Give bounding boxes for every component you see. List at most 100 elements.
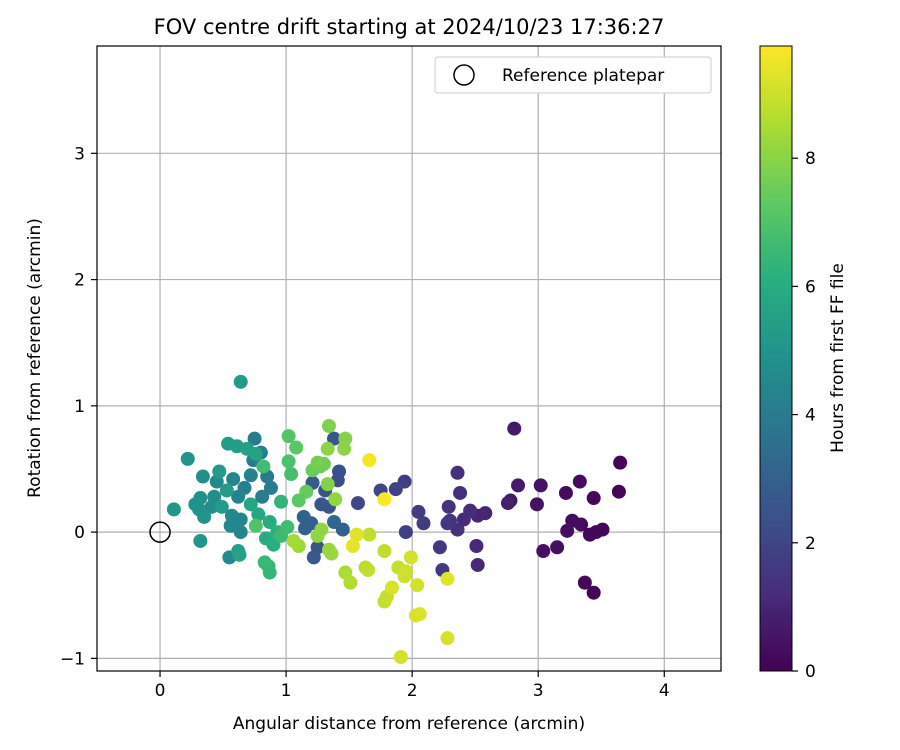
data-point: [274, 494, 289, 509]
colorbar-tick-label: 4: [805, 406, 816, 426]
data-point: [397, 569, 412, 584]
x-tick-label: 4: [659, 681, 670, 701]
grid-lines: [97, 46, 721, 671]
data-point: [416, 516, 431, 531]
data-point: [560, 523, 575, 538]
data-point: [248, 518, 263, 533]
data-point: [362, 453, 377, 468]
data-point: [611, 484, 626, 499]
x-tick-label: 1: [281, 681, 292, 701]
y-tick-label: 3: [74, 144, 85, 164]
data-point: [263, 480, 278, 495]
data-point: [231, 489, 246, 504]
data-point: [226, 472, 241, 487]
data-point: [212, 464, 227, 479]
data-point: [219, 483, 234, 498]
data-point: [337, 441, 352, 456]
data-point: [558, 485, 573, 500]
x-tick-label: 3: [533, 681, 544, 701]
data-point: [280, 520, 295, 535]
data-point: [197, 509, 212, 524]
data-point: [511, 478, 526, 493]
data-point: [440, 631, 455, 646]
legend-marker-open-circle: [453, 64, 475, 86]
legend-entry-reference: Reference platepar: [502, 66, 664, 86]
data-point: [533, 478, 548, 493]
data-point: [326, 431, 341, 446]
data-point: [284, 467, 299, 482]
data-point: [255, 489, 270, 504]
legend: Reference platepar: [434, 56, 712, 94]
data-point: [586, 585, 601, 600]
data-point: [469, 539, 484, 553]
data-point: [529, 497, 544, 512]
data-point: [398, 525, 413, 540]
data-point: [324, 546, 339, 561]
colorbar-tick-label: 2: [805, 534, 816, 554]
data-point: [248, 446, 263, 461]
data-point: [299, 484, 314, 499]
data-point: [345, 539, 360, 553]
data-point: [453, 485, 468, 500]
data-point: [243, 468, 258, 483]
data-point: [377, 492, 392, 507]
data-point: [193, 533, 208, 548]
data-point: [500, 496, 515, 511]
data-point: [326, 515, 341, 530]
data-point: [393, 650, 408, 665]
data-point: [572, 474, 587, 489]
data-point: [384, 580, 399, 595]
data-point: [377, 594, 392, 609]
data-point: [412, 607, 427, 622]
data-point: [214, 499, 229, 514]
y-tick-label: 0: [74, 523, 85, 543]
data-point: [456, 512, 471, 527]
data-point: [328, 492, 343, 507]
data-point: [349, 527, 364, 542]
data-point: [256, 459, 271, 474]
data-point: [321, 419, 336, 434]
data-point: [440, 516, 455, 531]
colorbar: 0 2 4 6 8 Hours from first FF file: [759, 45, 848, 682]
y-axis-ticks: −1 0 1 2 3: [60, 144, 97, 669]
chart-title: FOV centre drift starting at 2024/10/23 …: [154, 15, 665, 39]
data-point: [470, 557, 485, 572]
data-point: [550, 540, 565, 555]
data-point: [247, 431, 262, 446]
data-point: [343, 575, 358, 590]
data-point: [320, 477, 335, 492]
data-point: [257, 555, 272, 570]
data-point: [411, 504, 426, 519]
data-point: [262, 515, 277, 530]
data-point: [233, 525, 248, 540]
data-point: [410, 578, 425, 593]
data-point: [281, 454, 296, 469]
x-tick-label: 2: [407, 681, 418, 701]
data-point: [310, 455, 325, 470]
data-point: [281, 429, 296, 444]
plot-frame: [96, 45, 722, 672]
colorbar-tick-label: 8: [805, 149, 816, 169]
data-point: [188, 497, 203, 512]
data-point: [440, 571, 455, 586]
data-point: [361, 562, 376, 577]
data-point: [388, 482, 403, 497]
data-point: [310, 528, 325, 543]
data-point: [586, 491, 601, 506]
data-point: [377, 544, 392, 559]
data-point: [432, 540, 447, 555]
colorbar-label: Hours from first FF file: [828, 263, 848, 453]
data-point: [314, 497, 329, 512]
data-point: [536, 544, 551, 559]
colorbar-ticks: 0 2 4 6 8: [792, 149, 816, 682]
data-point: [233, 374, 248, 389]
data-point: [251, 507, 266, 522]
data-point: [582, 527, 597, 542]
data-point: [613, 455, 628, 470]
data-point: [195, 469, 210, 484]
data-point: [243, 497, 258, 512]
x-axis-label: Angular distance from reference (arcmin): [233, 714, 585, 734]
data-point: [350, 496, 365, 511]
colorbar-tick-label: 0: [805, 662, 816, 682]
